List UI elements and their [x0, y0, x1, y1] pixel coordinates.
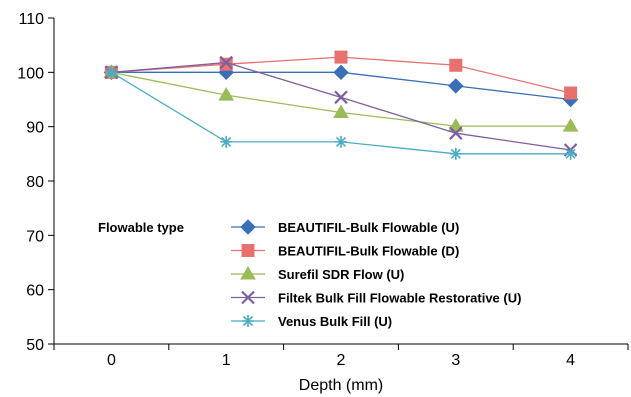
series-5-point — [449, 147, 462, 160]
series-5-point — [105, 66, 118, 79]
legend-label: Surefil SDR Flow (U) — [278, 267, 404, 282]
series-4-point — [219, 55, 233, 70]
legend-item: Filtek Bulk Fill Flowable Restorative (U… — [231, 291, 521, 306]
x-tick-label: 2 — [337, 352, 346, 369]
series-1-point — [448, 78, 464, 94]
series-3-point — [447, 118, 464, 132]
x-axis-title: Depth (mm) — [299, 377, 383, 394]
legend-label: Filtek Bulk Fill Flowable Restorative (U… — [278, 291, 521, 306]
y-tick-label: 80 — [26, 174, 44, 191]
y-axis-ticks: 50 60 70 80 90 100 110 — [17, 11, 54, 354]
legend: Flowable type BEAUTIFIL-Bulk Flowable (U… — [98, 219, 521, 329]
legend-swatch-marker — [241, 244, 255, 257]
series-1 — [103, 64, 579, 108]
series-5 — [105, 66, 577, 160]
legend-swatch-marker — [240, 266, 256, 280]
series-5-point — [220, 135, 233, 148]
legend-label: BEAUTIFIL-Bulk Flowable (D) — [278, 244, 459, 259]
legend-item: BEAUTIFIL-Bulk Flowable (U) — [231, 219, 459, 235]
series-3-point — [562, 118, 579, 132]
series-3-line — [111, 71, 571, 127]
legend-item: Surefil SDR Flow (U) — [231, 266, 404, 282]
legend-item: BEAUTIFIL-Bulk Flowable (D) — [231, 244, 459, 259]
series-4-point — [334, 90, 348, 105]
x-tick-label: 1 — [222, 352, 231, 369]
legend-swatch-marker — [240, 219, 256, 235]
series-4-point — [449, 126, 463, 140]
series-2-point — [334, 50, 348, 64]
x-tick-label: 0 — [107, 352, 116, 369]
y-tick-label: 100 — [17, 65, 44, 82]
legend-title: Flowable type — [98, 220, 184, 235]
y-tick-label: 110 — [18, 11, 44, 28]
series-3-point — [333, 104, 349, 119]
y-tick-label: 60 — [26, 283, 44, 300]
x-tick-label: 3 — [451, 352, 460, 369]
series-2-point — [564, 86, 578, 100]
series-3-point — [218, 87, 235, 101]
series-5-point — [335, 135, 347, 148]
y-tick-label: 90 — [26, 120, 44, 137]
legend-label: Venus Bulk Fill (U) — [278, 314, 392, 329]
x-axis-ticks: 0 1 2 3 4 — [53, 344, 629, 369]
series-2-point — [449, 58, 463, 72]
legend-label: BEAUTIFIL-Bulk Flowable (U) — [278, 220, 459, 235]
x-tick-label: 4 — [566, 352, 575, 369]
legend-swatch-marker — [241, 290, 255, 305]
legend-item: Venus Bulk Fill (U) — [231, 314, 392, 329]
legend-swatch-marker — [242, 315, 254, 327]
series-layer — [103, 50, 579, 160]
y-tick-label: 50 — [26, 337, 44, 354]
series-1-point — [333, 64, 349, 81]
axes: 50 60 70 80 90 100 110 0 1 2 3 4 Depth (mm) — [17, 11, 629, 394]
y-tick-label: 70 — [26, 228, 44, 245]
series-5-point — [564, 147, 577, 160]
